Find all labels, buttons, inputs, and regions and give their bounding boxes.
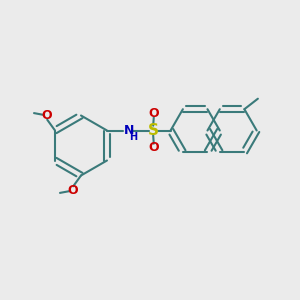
Text: N: N xyxy=(123,124,134,137)
Text: O: O xyxy=(67,184,78,197)
Text: O: O xyxy=(41,109,52,122)
Text: O: O xyxy=(148,141,159,154)
Text: O: O xyxy=(148,106,159,120)
Text: H: H xyxy=(129,132,137,142)
Text: S: S xyxy=(148,123,159,138)
